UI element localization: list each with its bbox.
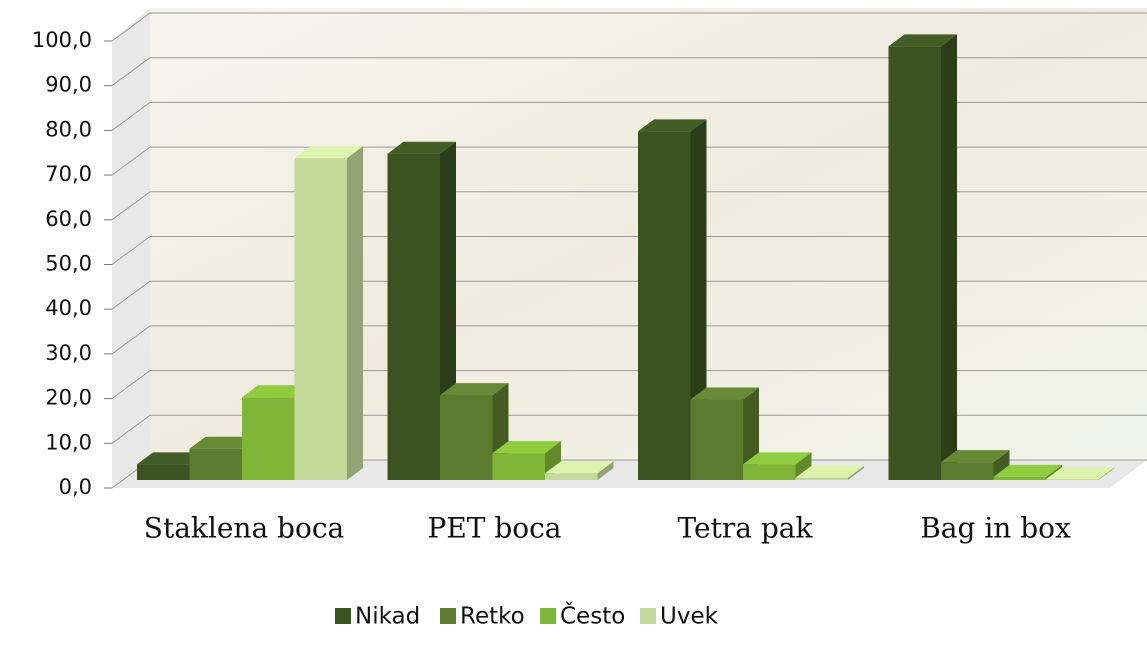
bar-top: [189, 436, 258, 449]
bar-front: [888, 46, 941, 480]
y-tick-label: 90,0: [45, 73, 92, 97]
bar: [690, 387, 759, 480]
legend-label: Uvek: [660, 604, 719, 630]
bar-front: [993, 476, 1046, 480]
bar-front: [545, 473, 598, 480]
bar-side: [597, 461, 614, 480]
legend-swatch: [335, 608, 351, 624]
y-tick-label: 100,0: [32, 28, 92, 52]
y-tick-label: 50,0: [45, 252, 92, 276]
bar-front: [638, 131, 691, 480]
bar-front: [440, 395, 493, 480]
bar-front: [743, 464, 796, 480]
bar-top: [690, 387, 759, 400]
bar-top: [638, 119, 707, 132]
grid-line: [111, 370, 151, 400]
bar-top: [888, 34, 957, 47]
bar-front: [690, 399, 743, 480]
bar: [941, 450, 1010, 480]
legend-swatch: [640, 608, 656, 624]
grid-line: [111, 325, 151, 355]
bar-top: [993, 464, 1062, 477]
bar-front: [294, 158, 347, 480]
bar-top: [137, 452, 206, 465]
bar-front: [941, 462, 994, 480]
bar-side: [347, 146, 363, 480]
y-tick-label: 80,0: [45, 117, 92, 141]
bar-side: [993, 450, 1010, 480]
bar: [294, 146, 363, 480]
legend-label: Nikad: [355, 604, 420, 630]
bar: [545, 461, 614, 480]
y-tick-label: 0,0: [59, 475, 92, 499]
bar-top: [545, 461, 614, 474]
bar-front: [492, 453, 545, 480]
bar: [638, 119, 707, 480]
bar-top: [242, 385, 311, 398]
bar-side: [690, 119, 707, 480]
bar: [743, 452, 812, 480]
bar-front: [242, 397, 295, 480]
x-tick-label: Staklena boca: [144, 512, 344, 545]
side-wall: [112, 8, 150, 488]
y-tick-label: 60,0: [45, 207, 92, 231]
bar-front: [387, 153, 440, 480]
grid-line: [111, 146, 151, 176]
bar: [888, 34, 957, 480]
bar-top: [795, 465, 864, 478]
bar: [492, 441, 561, 480]
floor: [112, 460, 1147, 488]
bar-side: [941, 34, 957, 480]
bar-top: [440, 383, 509, 396]
grid-line: [111, 101, 151, 131]
bar-side: [1098, 467, 1115, 480]
bar-top: [387, 141, 456, 154]
bar-top: [294, 146, 363, 159]
x-tick-label: Bag in box: [920, 512, 1071, 545]
bar-side: [795, 452, 812, 480]
bar: [1046, 467, 1115, 480]
legend-swatch: [440, 608, 456, 624]
bar-top: [743, 452, 812, 465]
bar-front: [1046, 479, 1099, 480]
y-tick-label: 30,0: [45, 341, 92, 365]
legend-swatch: [540, 608, 556, 624]
bar-front: [189, 448, 242, 480]
bar-front: [795, 477, 848, 480]
x-tick-label: Tetra pak: [678, 512, 814, 545]
grid-line: [111, 414, 151, 444]
y-tick-label: 70,0: [45, 162, 92, 186]
grid-line: [111, 280, 151, 310]
bar-front: [137, 464, 190, 480]
bar: [795, 465, 864, 480]
bar-top: [492, 441, 561, 454]
y-tick-label: 20,0: [45, 386, 92, 410]
grid-line: [111, 12, 151, 42]
x-tick-label: PET boca: [427, 512, 561, 545]
bar-top: [941, 450, 1010, 463]
legend-label: Retko: [460, 604, 525, 630]
y-tick-label: 40,0: [45, 296, 92, 320]
legend-label: Često: [560, 602, 625, 630]
grid-line: [111, 191, 151, 221]
bar-top: [1046, 467, 1115, 480]
bar-side: [848, 465, 864, 480]
y-tick-label: 10,0: [45, 430, 92, 454]
grid-line: [111, 236, 151, 265]
grid-line: [111, 57, 151, 87]
